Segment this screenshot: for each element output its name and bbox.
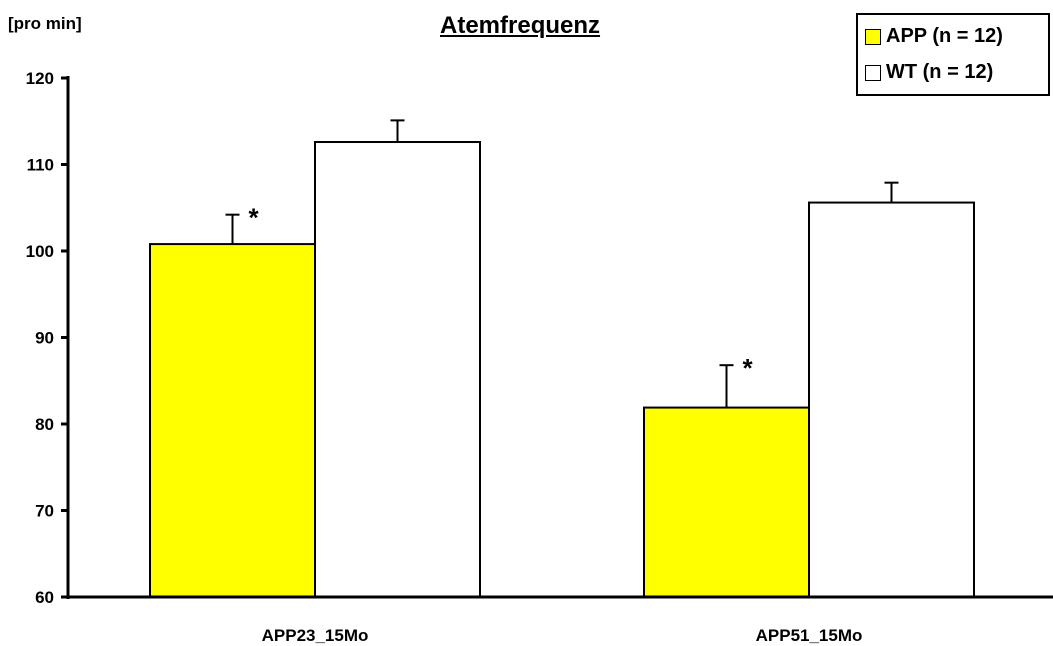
significance-marker: * [248, 203, 259, 233]
legend-label-app: APP (n = 12) [886, 25, 1003, 47]
legend-label-wt: WT (n = 12) [886, 61, 994, 83]
y-tick-label: 70 [35, 502, 54, 521]
legend-swatch-app [865, 28, 881, 45]
bar-wt [808, 201, 975, 598]
y-tick-label: 120 [26, 69, 54, 88]
bar-app [643, 406, 810, 598]
x-category-label: APP23_15Mo [262, 626, 369, 645]
y-axis-label: [pro min] [8, 14, 82, 33]
legend-swatch-wt [865, 64, 881, 81]
significance-marker: * [742, 353, 753, 383]
bar-app [149, 243, 316, 599]
y-tick-label: 110 [27, 156, 54, 175]
legend-item-wt: WT (n = 12) [865, 61, 993, 84]
y-tick-label: 80 [35, 415, 54, 434]
chart-title: Atemfrequenz [440, 12, 601, 39]
bar-wt [314, 141, 481, 598]
x-category-label: APP51_15Mo [756, 626, 863, 645]
legend-item-app: APP (n = 12) [865, 25, 1003, 48]
legend: APP (n = 12) WT (n = 12) [856, 13, 1050, 96]
y-tick-label: 60 [35, 588, 54, 607]
y-tick-label: 100 [26, 242, 54, 261]
y-tick-label: 90 [35, 329, 54, 348]
